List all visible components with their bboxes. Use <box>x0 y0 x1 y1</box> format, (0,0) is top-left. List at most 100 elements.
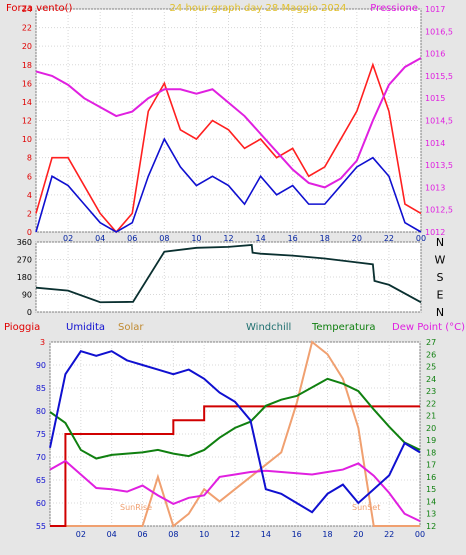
panel3-x-tick: 06 <box>137 530 147 539</box>
legend-dewpoint: Dew Point (°C) <box>392 322 465 333</box>
sunset-label: SunSet <box>352 503 380 512</box>
panel3-left-tick: 65 <box>36 476 46 485</box>
panel3-x-tick: 20 <box>353 530 363 539</box>
panel1-right-tick: 1012 <box>425 228 445 237</box>
panel3-right-tick: 24 <box>426 375 436 384</box>
panel1-x-tick: 04 <box>95 234 105 243</box>
panel3-x-tick: 08 <box>168 530 178 539</box>
panel2-direction-label: S <box>437 271 444 284</box>
panel1-left-tick: 14 <box>22 98 32 107</box>
panel2-series <box>35 243 422 304</box>
panel1-left-label: Forza vento() <box>6 3 73 14</box>
panel1-x-tick: 08 <box>159 234 169 243</box>
wind-direction-line <box>35 243 422 304</box>
panel3-series <box>49 340 421 528</box>
sunrise-label: SunRise <box>120 503 152 512</box>
panel1-right-tick: 1016 <box>425 50 445 59</box>
panel3-x-tick: 00 <box>415 530 425 539</box>
panel3-left-tick: 60 <box>36 499 46 508</box>
dewpoint-line <box>49 459 421 522</box>
panel2-grid <box>35 241 422 313</box>
legend-temperatura: Temperatura <box>311 322 376 333</box>
panel1-title: 24 hour graph day 28 Maggio 2024 <box>170 3 347 14</box>
panel1-x-tick: 02 <box>63 234 73 243</box>
panel3-right-tick: 13 <box>426 510 436 519</box>
panel3-right-tick: 15 <box>426 485 436 494</box>
panel3-right-tick: 21 <box>426 412 436 421</box>
panel3-right-tick: 16 <box>426 473 436 482</box>
panel1-left-tick: 18 <box>22 61 32 70</box>
panel3-left-ticks: 55 60 65 70 75 80 85 90 <box>36 361 46 531</box>
panel3-right-tick: 23 <box>426 387 436 396</box>
panel3-left-tick: 55 <box>36 522 46 531</box>
panel3-x-tick: 18 <box>322 530 332 539</box>
panel2-left-ticks: 0 90 180 270 360 <box>17 238 32 317</box>
solar-line <box>50 340 420 528</box>
wind-average-line <box>35 137 422 233</box>
panel1-x-ticks: 02 04 06 08 10 12 14 16 18 20 22 00 <box>63 234 426 243</box>
panel3-x-tick: 12 <box>230 530 240 539</box>
panel3-right-tick: 17 <box>426 461 436 470</box>
panel2-direction-label: N <box>436 306 444 319</box>
legend-pioggia: Pioggia <box>4 322 40 333</box>
panel3-right-tick: 19 <box>426 436 436 445</box>
wind-gust-line <box>35 62 422 234</box>
panel2-direction-label: W <box>435 254 446 267</box>
panel1-left-tick: 20 <box>22 42 32 51</box>
panel2-direction-label: N <box>436 236 444 249</box>
panel1-right-ticks: 1012 1012,5 1013 1013,5 1014 1014,5 1015 1015,5… <box>425 5 453 237</box>
panel1-right-tick: 1012,5 <box>425 206 453 215</box>
panel1-left-tick: 22 <box>22 24 32 33</box>
panel1-left-tick: 10 <box>22 135 32 144</box>
panel1-right-tick: 1013 <box>425 183 445 192</box>
panel2-left-tick: 360 <box>17 238 32 247</box>
legend-umidita: Umidita <box>66 322 105 333</box>
panel1-left-tick: 0 <box>27 228 32 237</box>
panel2-left-tick: 180 <box>17 273 32 282</box>
legend-windchill: Windchill <box>246 322 291 333</box>
panel1-right-tick: 1015,5 <box>425 72 453 81</box>
panel3-x-tick: 02 <box>76 530 86 539</box>
panel3-right-tick: 20 <box>426 424 436 433</box>
panel1-x-tick: 10 <box>191 234 201 243</box>
panel3-right-tick: 14 <box>426 497 436 506</box>
panel3-x-ticks: 02 04 06 08 10 12 14 16 18 20 22 00 <box>76 530 425 539</box>
panel3-left-tick: 70 <box>36 453 46 462</box>
panel1-x-tick: 18 <box>320 234 330 243</box>
panel1-right-tick: 1017 <box>425 5 445 14</box>
panel3-grid <box>49 341 421 527</box>
panel3-right-tick: 25 <box>426 363 436 372</box>
panel1-x-tick: 12 <box>223 234 233 243</box>
panel1-left-tick: 2 <box>27 209 32 218</box>
panel1-x-tick: 14 <box>255 234 265 243</box>
panel3-x-tick: 22 <box>384 530 394 539</box>
panel1-left-tick: 6 <box>27 172 32 181</box>
legend-solar: Solar <box>118 322 144 333</box>
panel3-x-tick: 14 <box>261 530 271 539</box>
panel3-x-tick: 04 <box>107 530 117 539</box>
panel1-x-tick: 06 <box>127 234 137 243</box>
panel3-x-tick: 10 <box>199 530 209 539</box>
panel1-x-tick: 00 <box>416 234 426 243</box>
panel1-right-tick: 1015 <box>425 94 445 103</box>
pressure-line <box>35 57 422 189</box>
panel2-left-tick: 0 <box>27 308 32 317</box>
humidity-line <box>49 350 421 514</box>
panel3-right-tick: 27 <box>426 338 436 347</box>
panel1-right-tick: 1014 <box>425 139 445 148</box>
panel3-right-ticks: 12 13 14 15 16 17 18 19 20 21 22 23 24 25 26 27 <box>426 338 436 531</box>
panel3-left-tick: 85 <box>36 384 46 393</box>
panel2-left-tick: 270 <box>17 256 32 265</box>
temperature-line <box>49 377 421 460</box>
panel3-right-tick: 26 <box>426 350 436 359</box>
panel1-right-label: Pressione <box>370 3 418 14</box>
panel3-x-tick: 16 <box>292 530 302 539</box>
panel2-direction-label: E <box>437 289 444 302</box>
panel1-left-tick: 4 <box>27 191 32 200</box>
panel1-left-tick: 12 <box>22 117 32 126</box>
panel1-x-tick: 20 <box>352 234 362 243</box>
panel1-left-tick: 24 <box>22 5 32 14</box>
